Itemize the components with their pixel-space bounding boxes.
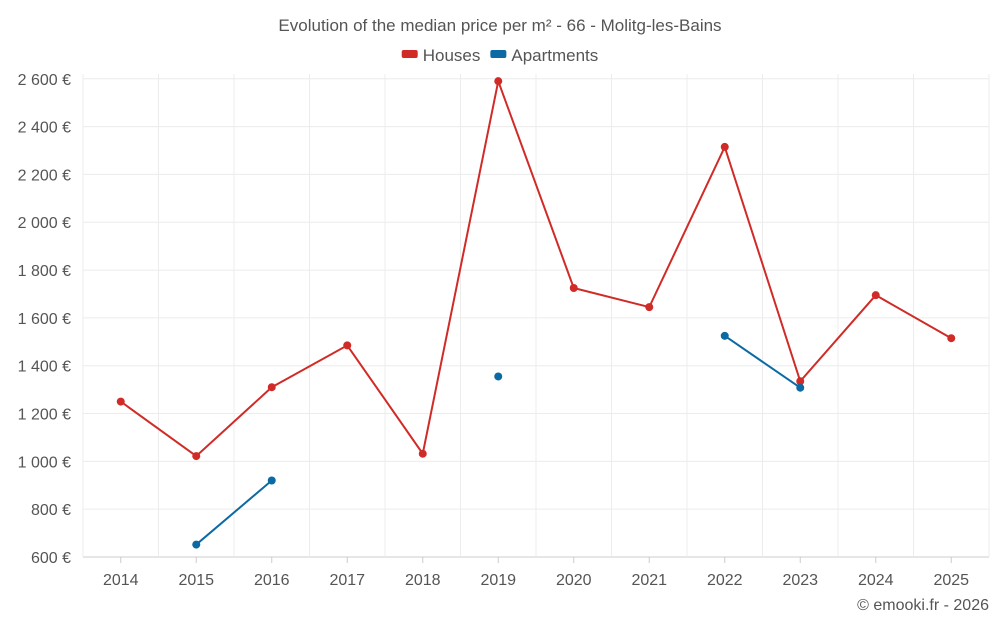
y-tick-label: 800 € [31,502,71,519]
data-point-houses[interactable] [343,341,352,350]
data-point-houses[interactable] [796,377,805,386]
chart-title: Evolution of the median price per m² - 6… [278,16,721,35]
x-tick-label: 2019 [480,572,516,589]
legend-swatch [401,50,418,58]
data-point-houses[interactable] [494,77,503,86]
data-point-houses[interactable] [192,452,201,461]
grid-lines [82,74,990,558]
x-tick-label: 2014 [103,572,139,589]
y-tick-label: 2 600 € [18,72,71,89]
legend-label: Apartments [511,46,598,65]
y-tick-label: 1 600 € [18,311,71,328]
y-tick-label: 600 € [31,550,71,567]
y-tick-label: 1 000 € [18,454,71,471]
data-point-houses[interactable] [645,303,654,312]
data-point-houses[interactable] [116,397,125,406]
x-tick-label: 2021 [631,572,667,589]
series-line-apartments [195,479,273,546]
legend-swatch [490,50,507,58]
y-tick-label: 2 000 € [18,215,71,232]
series-apartments [192,331,805,549]
series-houses [116,77,956,461]
x-tick-label: 2015 [178,572,214,589]
data-point-houses[interactable] [418,449,427,458]
credit-text: © emooki.fr - 2026 [857,597,989,614]
y-axis: 600 € 800 € 1 000 € 1 200 € 1 400 € 1 600 € 1 … [18,72,71,567]
data-point-houses[interactable] [871,291,880,300]
x-tick-label: 2025 [933,572,969,589]
x-axis: 2014 2015 2016 2017 2018 2019 2020 2021 2022 2023… [103,557,969,589]
data-point-apartments[interactable] [494,372,503,381]
y-tick-label: 1 200 € [18,407,71,424]
data-point-apartments[interactable] [796,383,805,392]
data-point-houses[interactable] [947,334,956,343]
series-layer [116,77,956,549]
x-tick-label: 2016 [254,572,290,589]
legend: Houses Apartments [401,46,598,65]
x-tick-label: 2022 [707,572,743,589]
y-tick-label: 1 800 € [18,263,71,280]
data-point-houses[interactable] [720,142,729,151]
data-point-houses[interactable] [569,284,578,293]
data-point-apartments[interactable] [192,540,201,549]
data-point-apartments[interactable] [267,476,276,485]
x-tick-label: 2018 [405,572,441,589]
legend-label: Houses [423,46,481,65]
legend-item-houses[interactable]: Houses [401,46,481,65]
data-point-apartments[interactable] [720,331,729,340]
data-point-houses[interactable] [267,383,276,392]
y-tick-label: 2 400 € [18,120,71,137]
series-line-apartments [724,335,801,389]
legend-item-apartments[interactable]: Apartments [490,46,598,65]
x-tick-label: 2020 [556,572,592,589]
x-tick-label: 2024 [858,572,894,589]
y-tick-label: 2 200 € [18,167,71,184]
series-line-houses [120,77,952,458]
y-tick-label: 1 400 € [18,359,71,376]
x-tick-label: 2017 [329,572,365,589]
x-tick-label: 2023 [782,572,818,589]
